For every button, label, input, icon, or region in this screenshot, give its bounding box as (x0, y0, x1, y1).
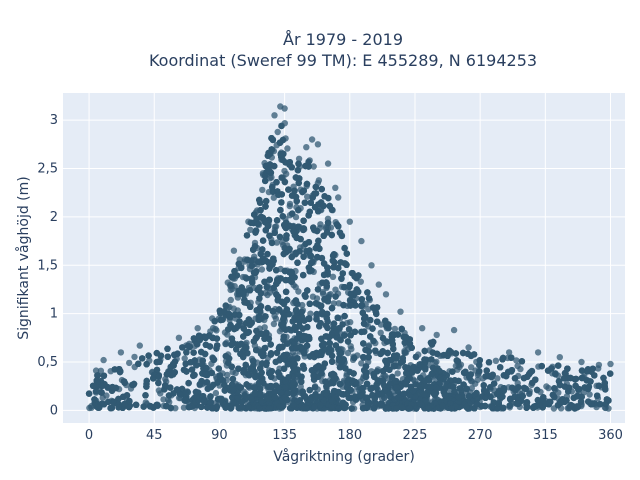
data-point (394, 370, 401, 377)
data-point (357, 278, 364, 285)
data-point (315, 177, 323, 184)
data-point (297, 383, 304, 390)
chart-title-line-1: År 1979 - 2019 (283, 30, 403, 49)
data-point (227, 296, 234, 304)
data-point (270, 320, 278, 328)
data-point (261, 324, 268, 331)
data-point (126, 359, 133, 367)
data-point (468, 385, 475, 392)
data-point (92, 367, 100, 374)
data-points (85, 103, 614, 412)
data-point (222, 340, 229, 347)
data-point (160, 396, 167, 403)
data-point (365, 342, 373, 349)
data-point (247, 226, 254, 233)
data-point (212, 389, 220, 397)
chart-title-line-2: Koordinat (Sweref 99 TM): E 455289, N 61… (149, 51, 537, 70)
data-point (97, 367, 105, 374)
data-point (348, 345, 355, 353)
data-point (377, 329, 384, 336)
data-point (586, 391, 593, 398)
data-point (319, 289, 327, 296)
data-point (358, 360, 365, 367)
data-point (310, 163, 317, 170)
data-point (103, 392, 110, 399)
data-point (295, 288, 302, 295)
data-point (347, 319, 354, 326)
data-point (309, 293, 317, 300)
data-point (329, 273, 337, 280)
data-point (272, 315, 280, 322)
data-point (307, 310, 314, 317)
data-point (273, 239, 281, 246)
data-point (391, 325, 399, 333)
data-point (304, 193, 311, 200)
data-point (224, 279, 231, 286)
data-point (258, 266, 266, 273)
data-point (88, 404, 95, 411)
data-point (181, 355, 188, 362)
data-point (514, 362, 521, 370)
data-point (131, 353, 138, 361)
data-point (274, 128, 281, 136)
data-point (494, 375, 501, 382)
data-point (155, 387, 163, 394)
data-point (468, 364, 475, 371)
data-point (281, 167, 288, 175)
data-point (284, 145, 291, 152)
data-point (513, 357, 520, 364)
data-point (365, 306, 372, 313)
data-point (286, 200, 294, 208)
data-point (259, 186, 266, 194)
data-point (270, 194, 277, 201)
data-point (543, 383, 550, 390)
data-point (492, 357, 500, 364)
data-point (180, 404, 188, 411)
